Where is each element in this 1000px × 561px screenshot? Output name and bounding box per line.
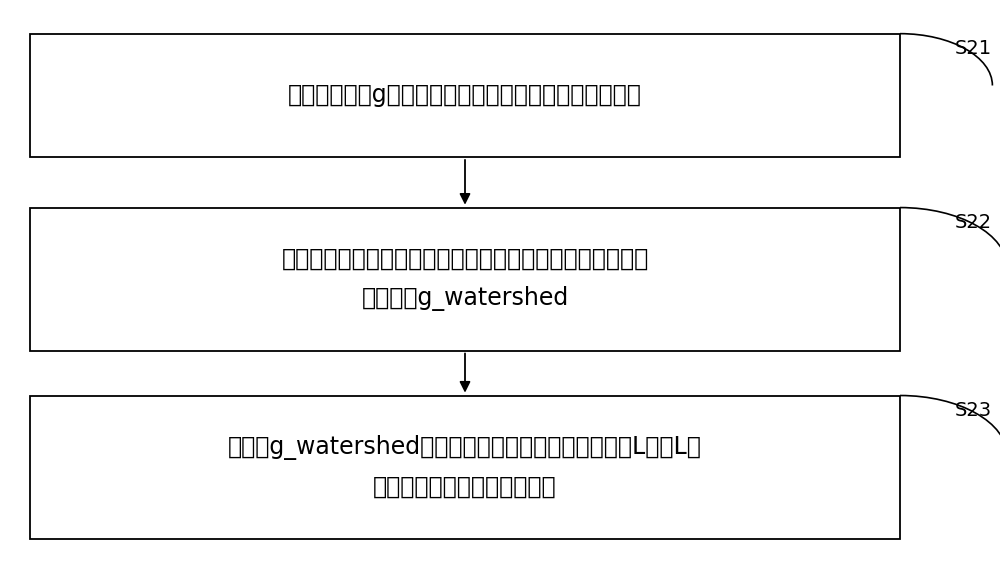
FancyBboxPatch shape [30, 34, 900, 157]
FancyBboxPatch shape [30, 208, 900, 351]
Text: S23: S23 [955, 401, 992, 420]
Text: 为防止结核杆菌边界梯度的一部分被删除，进行线段连接，
得到图僎g_watershed: 为防止结核杆菌边界梯度的一部分被删除，进行线段连接， 得到图僎g_watersh… [281, 247, 649, 311]
Text: 对图僎g_watershed使用分水岭变换，得到分水岭图僎L。将L中
面积最大的区域设为背景区域: 对图僎g_watershed使用分水岭变换，得到分水岭图僎L。将L中 面积最大的… [228, 435, 702, 499]
Text: S22: S22 [955, 213, 992, 232]
FancyBboxPatch shape [30, 396, 900, 539]
Text: S21: S21 [955, 39, 992, 58]
Text: 根据梯度的模g的数值分布情况，进行多阈値判断及删除: 根据梯度的模g的数值分布情况，进行多阈値判断及删除 [288, 84, 642, 107]
